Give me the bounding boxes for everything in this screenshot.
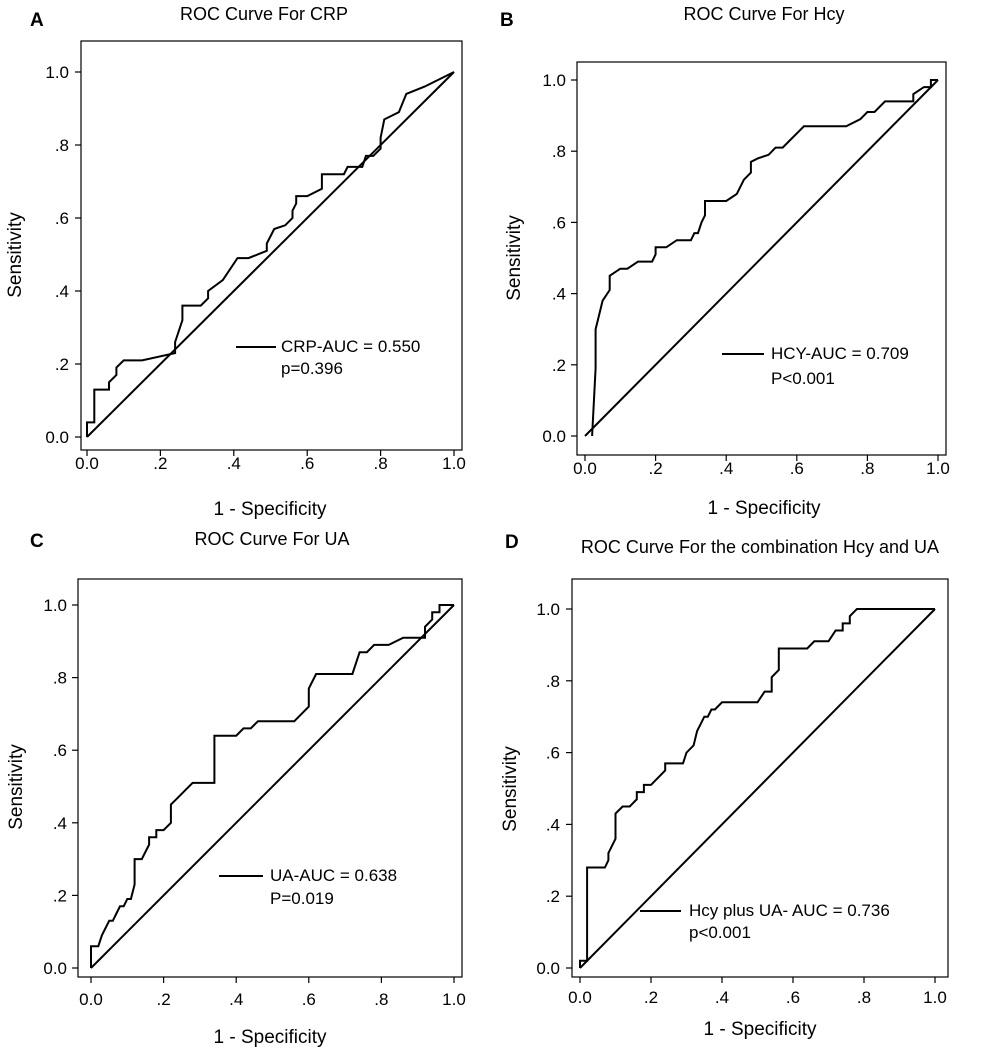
panel-letter: C — [30, 531, 44, 552]
legend-pvalue: p=0.396 — [281, 359, 343, 378]
x-tick-label: 1.0 — [923, 988, 947, 1007]
legend-pvalue: P=0.019 — [270, 889, 334, 908]
x-tick-label: .4 — [719, 459, 733, 478]
x-tick-label: .6 — [302, 990, 316, 1009]
y-tick-label: .2 — [552, 356, 566, 375]
panel-d: D ROC Curve For the combination Hcy and … — [500, 532, 949, 1040]
x-tick-label: .8 — [860, 459, 874, 478]
legend-pvalue: P<0.001 — [771, 369, 835, 388]
plot-frame — [571, 578, 949, 978]
panel-c: C ROC Curve For UA 0.0 .2 .4 .6 .8 1.0 0.0 .2 .4… — [6, 529, 466, 1048]
panel-title: ROC Curve For UA — [194, 529, 349, 549]
panel-letter: A — [30, 10, 44, 31]
y-tick-label: .8 — [53, 669, 67, 688]
panel-title: ROC Curve For Hcy — [683, 4, 844, 24]
x-tick-label: 0.0 — [75, 454, 99, 473]
y-axis-label: Sensitivity — [6, 744, 27, 830]
y-tick-label: 0.0 — [45, 428, 69, 447]
x-tick-label: .2 — [153, 454, 167, 473]
y-tick-label: .6 — [546, 744, 560, 763]
legend-label: CRP-AUC = 0.550 — [281, 337, 420, 356]
y-tick-label: .8 — [546, 672, 560, 691]
y-tick-label: .6 — [55, 209, 69, 228]
y-tick-label: .6 — [552, 213, 566, 232]
y-tick-label: .8 — [552, 142, 566, 161]
y-axis-label: Sensitivity — [500, 746, 521, 832]
panel-letter: D — [505, 532, 519, 553]
y-tick-label: .4 — [552, 285, 566, 304]
y-tick-label: 1.0 — [536, 600, 560, 619]
y-tick-label: .4 — [546, 815, 560, 834]
reference-line — [584, 79, 939, 437]
x-tick-label: .6 — [786, 988, 800, 1007]
x-tick-label: 0.0 — [568, 988, 592, 1007]
panel-b: B ROC Curve For Hcy 0.0 .2 .4 .6 .8 1.0 0.0 .2.… — [500, 4, 950, 519]
x-tick-label: .2 — [649, 459, 663, 478]
panel-title: ROC Curve For CRP — [180, 4, 348, 24]
x-tick-label: .6 — [790, 459, 804, 478]
y-axis-label: Sensitivity — [5, 212, 26, 298]
plot-frame — [77, 578, 463, 978]
x-tick-label: 1.0 — [442, 990, 466, 1009]
x-tick-label: .2 — [644, 988, 658, 1007]
roc-curve-line — [90, 604, 454, 968]
x-tick-label: .4 — [227, 454, 241, 473]
roc-curve-line — [579, 608, 935, 968]
x-axis-label: 1 - Specificity — [214, 1027, 327, 1048]
y-tick-label: 0.0 — [43, 959, 67, 978]
legend-pvalue: p<0.001 — [689, 923, 751, 942]
x-tick-label: 0.0 — [79, 990, 103, 1009]
panel-letter: B — [500, 10, 514, 31]
x-axis-label: 1 - Specificity — [708, 498, 821, 519]
y-tick-label: 0.0 — [536, 959, 560, 978]
x-tick-label: .4 — [715, 988, 729, 1007]
y-tick-label: 1.0 — [43, 596, 67, 615]
y-tick-label: .2 — [55, 355, 69, 374]
panel-a: A ROC Curve For CRP 0.0 .2 .4 .6 .8 1.0 0.0 .2.… — [5, 4, 466, 520]
plot-frame — [576, 61, 947, 456]
x-axis-label: 1 - Specificity — [704, 1019, 817, 1040]
y-tick-label: 0.0 — [542, 427, 566, 446]
x-tick-label: 1.0 — [442, 454, 466, 473]
reference-line — [579, 608, 936, 969]
y-tick-label: .6 — [53, 741, 67, 760]
x-tick-label: .8 — [857, 988, 871, 1007]
y-tick-label: 1.0 — [45, 63, 69, 82]
legend-label: UA-AUC = 0.638 — [270, 866, 397, 885]
y-tick-label: .4 — [55, 282, 69, 301]
y-tick-label: .8 — [55, 136, 69, 155]
x-axis-label: 1 - Specificity — [214, 499, 327, 520]
x-tick-label: .6 — [300, 454, 314, 473]
plot-frame — [80, 40, 463, 451]
legend-label: HCY-AUC = 0.709 — [771, 344, 909, 363]
roc-curve-line — [591, 79, 938, 437]
x-tick-label: .8 — [374, 990, 388, 1009]
reference-line — [86, 71, 455, 438]
y-tick-label: 1.0 — [542, 71, 566, 90]
x-tick-label: 1.0 — [926, 459, 950, 478]
y-axis-label: Sensitivity — [504, 215, 525, 301]
x-tick-label: .2 — [157, 990, 171, 1009]
reference-line — [90, 604, 455, 969]
panel-title: ROC Curve For the combination Hcy and UA — [581, 537, 939, 557]
x-tick-label: .8 — [374, 454, 388, 473]
legend-label: Hcy plus UA- AUC = 0.736 — [689, 901, 890, 920]
x-tick-label: .4 — [229, 990, 243, 1009]
y-tick-label: .2 — [53, 886, 67, 905]
x-tick-label: 0.0 — [573, 459, 597, 478]
y-tick-label: .2 — [546, 887, 560, 906]
y-tick-label: .4 — [53, 814, 67, 833]
